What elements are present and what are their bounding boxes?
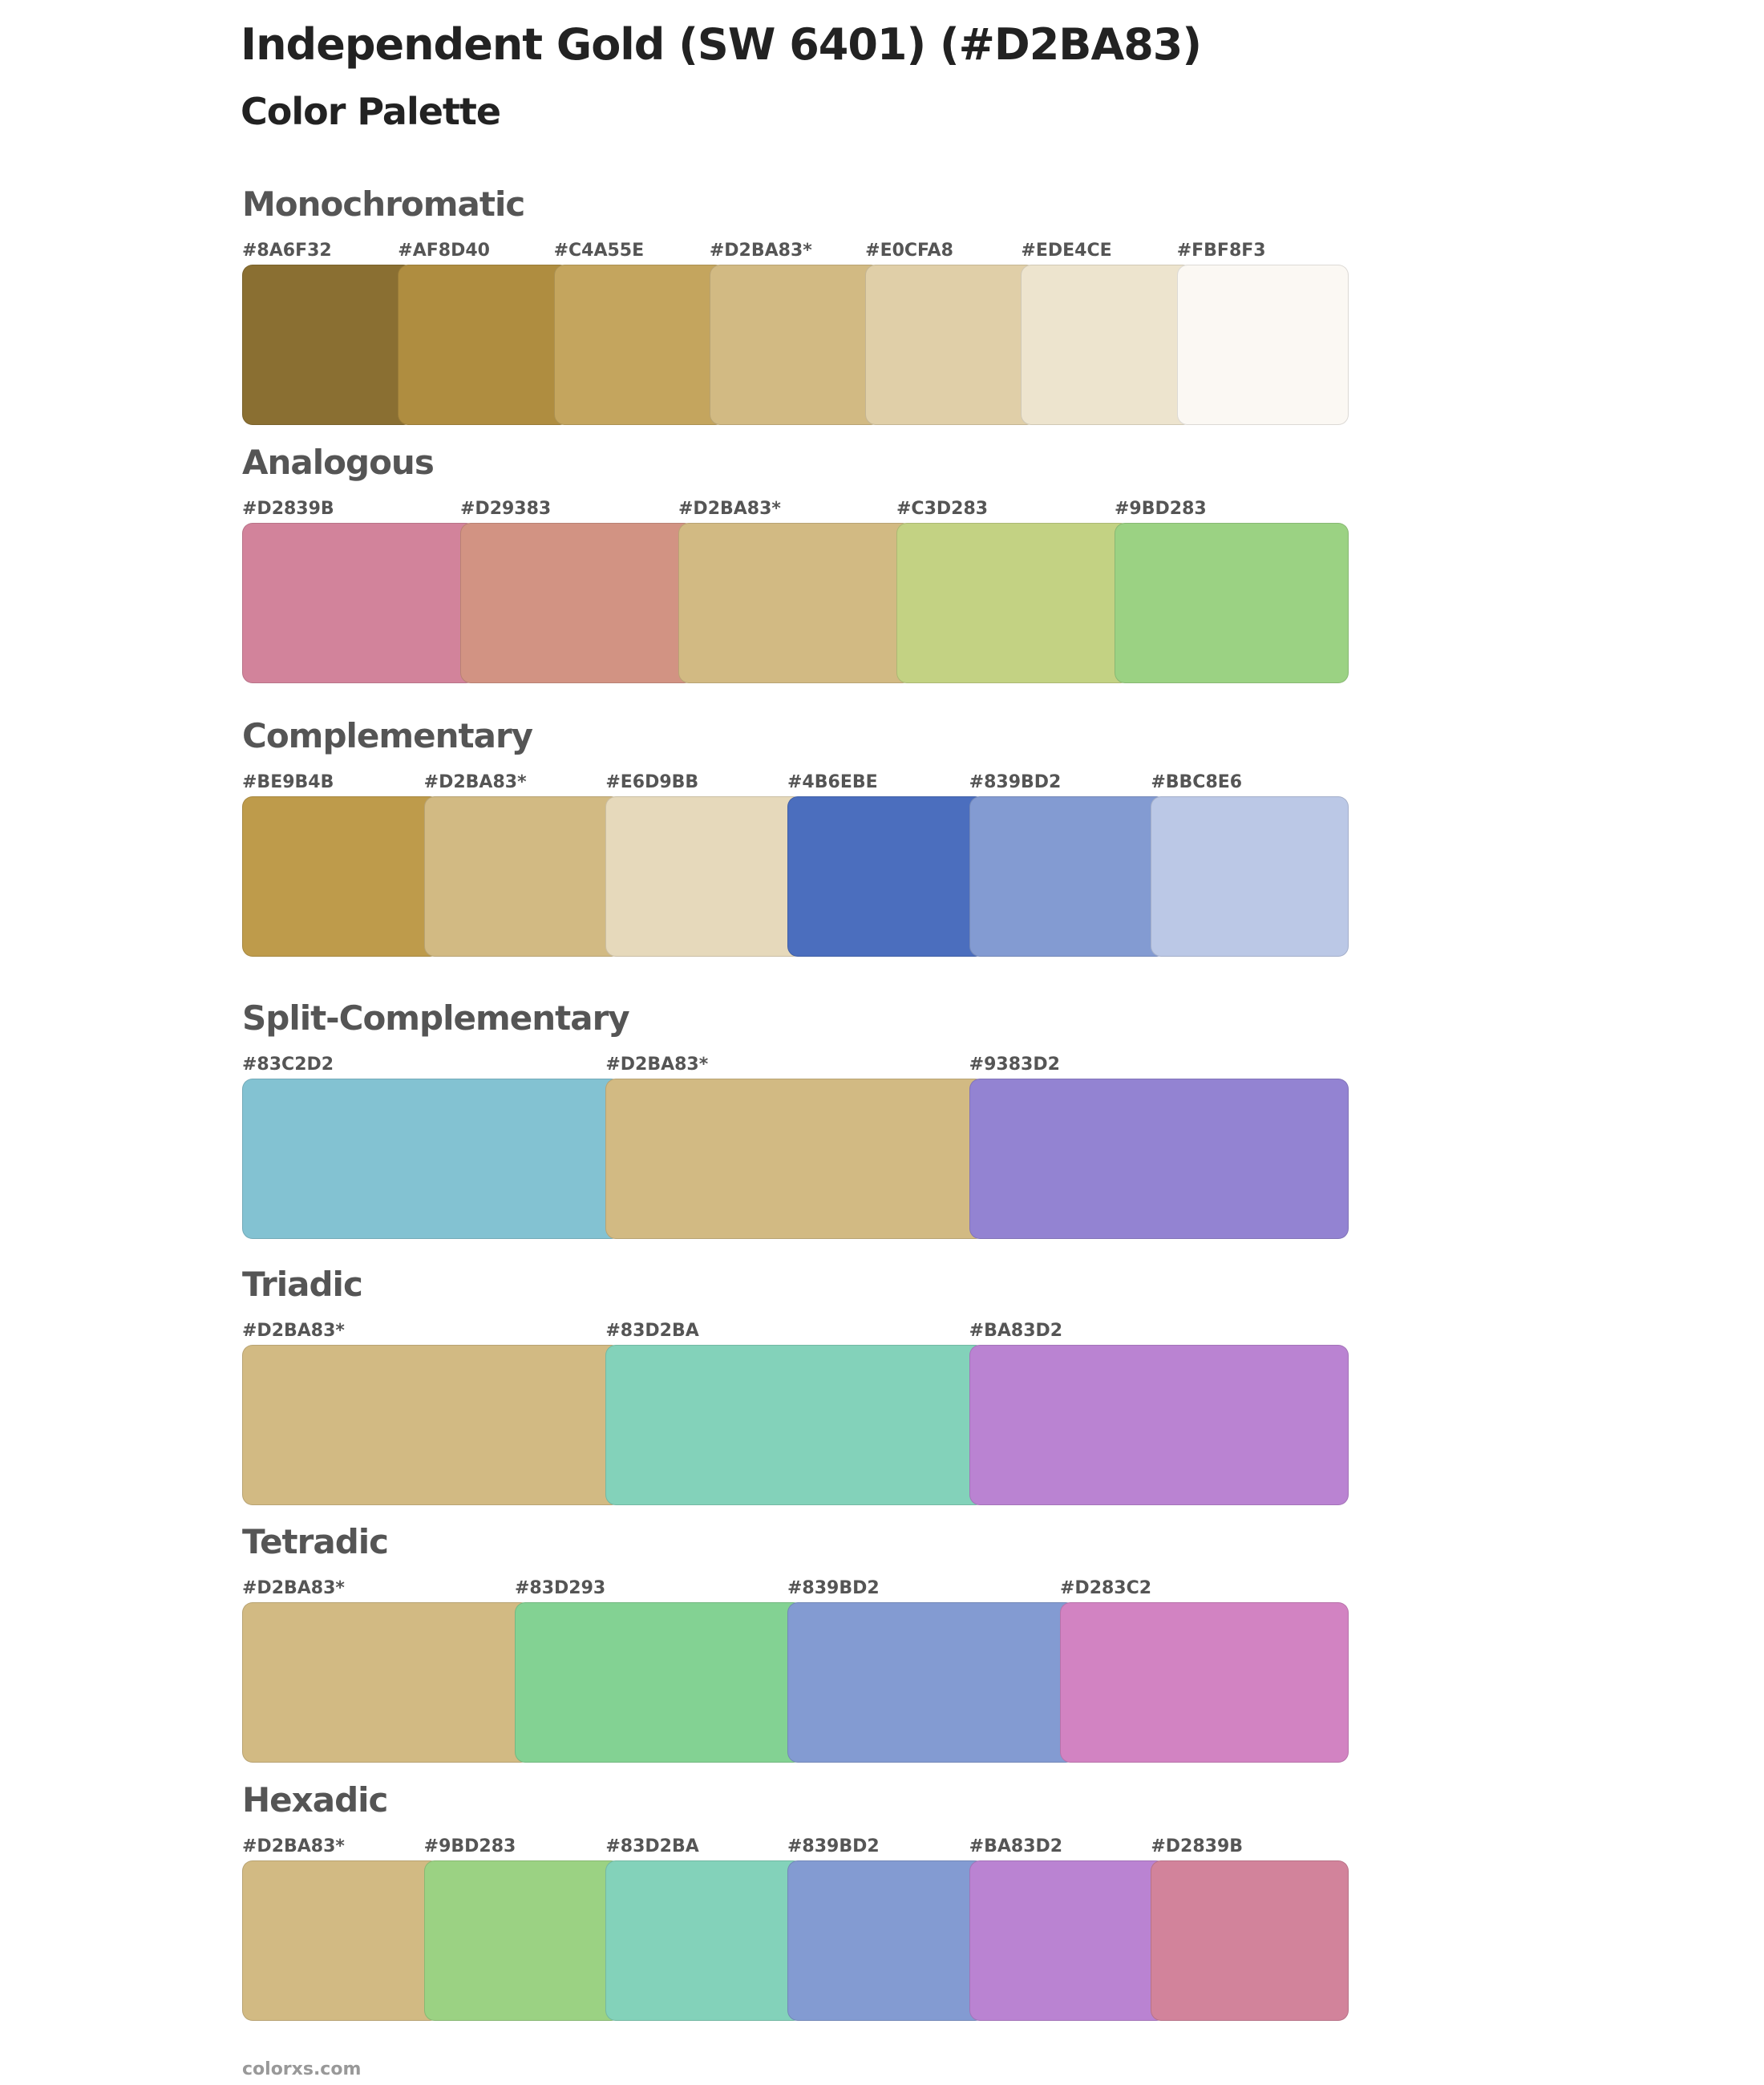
swatch-hex-label: #D2839B (1151, 1836, 1244, 1856)
color-swatch[interactable] (969, 1345, 1349, 1505)
color-swatch[interactable] (242, 1079, 622, 1239)
swatch-hex-label: #8A6F32 (242, 241, 332, 261)
palette-section-complementary: Complementary #BE9B4B #D2BA83* #E6D9BB #4B6E… (242, 716, 1445, 965)
page-title: Independent Gold (SW 6401) (#D2BA83) (241, 19, 1202, 70)
swatch-hex-label: #C3D283 (896, 499, 989, 519)
color-swatch[interactable] (242, 796, 440, 957)
swatch-hex-label: #9383D2 (969, 1055, 1060, 1075)
swatch-hex-label: #BA83D2 (969, 1321, 1063, 1341)
color-swatch[interactable] (605, 1079, 985, 1239)
color-swatch[interactable] (423, 1860, 622, 2021)
color-swatch[interactable] (605, 1860, 803, 2021)
color-swatch[interactable] (1060, 1602, 1349, 1763)
swatch-hex-label: #BE9B4B (242, 772, 334, 792)
swatch-hex-label: #839BD2 (787, 1578, 880, 1598)
color-swatch[interactable] (460, 523, 694, 683)
palette-section-split-complementary: Split-Complementary #83C2D2 #D2BA83* #9383D… (242, 998, 1445, 1247)
color-swatch[interactable] (242, 1860, 440, 2021)
color-swatch[interactable] (1115, 523, 1349, 683)
swatch-hex-label: #9BD283 (423, 1836, 516, 1856)
swatch-hex-label: #83C2D2 (242, 1055, 334, 1075)
swatch-hex-label: #D2BA83* (605, 1055, 709, 1075)
color-swatch[interactable] (787, 1860, 985, 2021)
color-swatch[interactable] (865, 265, 1038, 425)
color-swatch[interactable] (605, 1345, 985, 1505)
swatch-hex-label: #D2BA83* (242, 1321, 345, 1341)
color-swatch[interactable] (896, 523, 1131, 683)
color-swatch[interactable] (969, 1860, 1167, 2021)
color-swatch[interactable] (678, 523, 912, 683)
swatch-hex-label: #839BD2 (787, 1836, 880, 1856)
color-swatch[interactable] (553, 265, 726, 425)
swatch-hex-label: #83D2BA (605, 1321, 699, 1341)
swatch-hex-label: #83D2BA (605, 1836, 699, 1856)
color-swatch[interactable] (398, 265, 570, 425)
color-swatch[interactable] (787, 1602, 1076, 1763)
color-swatch[interactable] (1151, 796, 1349, 957)
palette-section-triadic: Triadic #D2BA83* #83D2BA #BA83D2 (242, 1265, 1445, 1513)
swatch-hex-label: #D2BA83* (678, 499, 781, 519)
color-swatch[interactable] (242, 1345, 622, 1505)
color-swatch[interactable] (242, 1602, 531, 1763)
color-swatch[interactable] (1176, 265, 1349, 425)
swatch-hex-label: #83D293 (515, 1578, 606, 1598)
section-heading: Split-Complementary (242, 998, 630, 1038)
swatch-hex-label: #D2839B (242, 499, 334, 519)
page-subtitle: Color Palette (241, 90, 501, 133)
section-heading: Hexadic (242, 1780, 388, 1820)
palette-section-tetradic: Tetradic #D2BA83* #83D293 #839BD2 #D283C2 (242, 1522, 1445, 1771)
section-heading: Triadic (242, 1265, 363, 1304)
color-swatch[interactable] (515, 1602, 803, 1763)
swatch-hex-label: #BA83D2 (969, 1836, 1063, 1856)
palette-section-monochromatic: Monochromatic #8A6F32 #AF8D40 #C4A55E #D2BA8… (242, 184, 1445, 433)
swatch-hex-label: #E6D9BB (605, 772, 699, 792)
swatch-hex-label: #AF8D40 (398, 241, 490, 261)
color-swatch[interactable] (1021, 265, 1193, 425)
swatch-hex-label: #D29383 (460, 499, 552, 519)
swatch-hex-label: #FBF8F3 (1176, 241, 1266, 261)
swatch-hex-label: #D2BA83* (242, 1836, 345, 1856)
color-swatch[interactable] (242, 523, 476, 683)
swatch-hex-label: #E0CFA8 (865, 241, 953, 261)
palette-section-hexadic: Hexadic #D2BA83* #9BD283 #83D2BA #839BD2 #BA8… (242, 1780, 1445, 2029)
swatch-hex-label: #9BD283 (1115, 499, 1207, 519)
swatch-hex-label: #D283C2 (1060, 1578, 1152, 1598)
color-swatch[interactable] (423, 796, 622, 957)
section-heading: Analogous (242, 443, 435, 482)
palette-section-analogous: Analogous #D2839B #D29383 #D2BA83* #C3D283 #9… (242, 443, 1445, 691)
color-swatch[interactable] (605, 796, 803, 957)
swatch-hex-label: #C4A55E (553, 241, 645, 261)
section-heading: Monochromatic (242, 184, 525, 224)
section-heading: Complementary (242, 716, 533, 755)
color-swatch[interactable] (787, 796, 985, 957)
color-swatch[interactable] (242, 265, 415, 425)
section-heading: Tetradic (242, 1522, 389, 1561)
swatch-hex-label: #BBC8E6 (1151, 772, 1243, 792)
swatch-hex-label: #839BD2 (969, 772, 1062, 792)
color-swatch[interactable] (709, 265, 882, 425)
swatch-hex-label: #D2BA83* (709, 241, 812, 261)
footer-site-link[interactable]: colorxs.com (242, 2059, 362, 2079)
color-swatch[interactable] (1151, 1860, 1349, 2021)
swatch-hex-label: #EDE4CE (1021, 241, 1112, 261)
color-swatch[interactable] (969, 1079, 1349, 1239)
color-swatch[interactable] (969, 796, 1167, 957)
swatch-hex-label: #D2BA83* (423, 772, 527, 792)
swatch-hex-label: #4B6EBE (787, 772, 878, 792)
swatch-hex-label: #D2BA83* (242, 1578, 345, 1598)
